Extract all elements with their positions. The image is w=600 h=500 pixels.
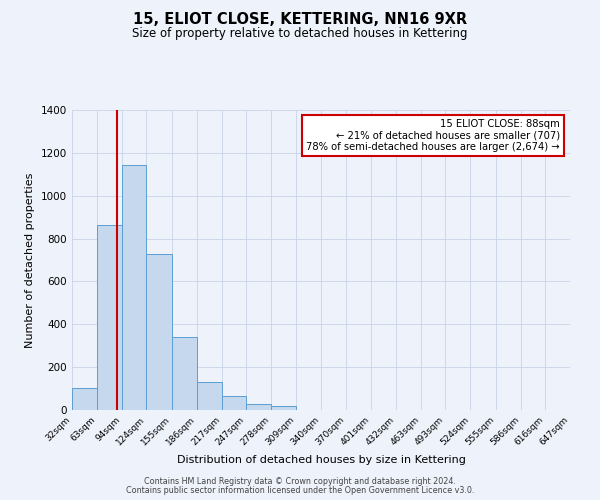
Bar xyxy=(222,396,246,410)
Bar xyxy=(172,337,197,410)
Y-axis label: Number of detached properties: Number of detached properties xyxy=(25,172,35,348)
Text: Contains HM Land Registry data © Crown copyright and database right 2024.: Contains HM Land Registry data © Crown c… xyxy=(144,477,456,486)
Bar xyxy=(271,406,296,410)
Text: 15 ELIOT CLOSE: 88sqm
← 21% of detached houses are smaller (707)
78% of semi-det: 15 ELIOT CLOSE: 88sqm ← 21% of detached … xyxy=(307,119,560,152)
Bar xyxy=(197,382,222,410)
Bar xyxy=(122,164,146,410)
Bar xyxy=(246,404,271,410)
Text: Size of property relative to detached houses in Kettering: Size of property relative to detached ho… xyxy=(132,28,468,40)
Bar xyxy=(97,224,122,410)
Bar xyxy=(72,388,97,410)
Bar xyxy=(146,254,172,410)
Text: 15, ELIOT CLOSE, KETTERING, NN16 9XR: 15, ELIOT CLOSE, KETTERING, NN16 9XR xyxy=(133,12,467,28)
Text: Contains public sector information licensed under the Open Government Licence v3: Contains public sector information licen… xyxy=(126,486,474,495)
X-axis label: Distribution of detached houses by size in Kettering: Distribution of detached houses by size … xyxy=(176,456,466,466)
